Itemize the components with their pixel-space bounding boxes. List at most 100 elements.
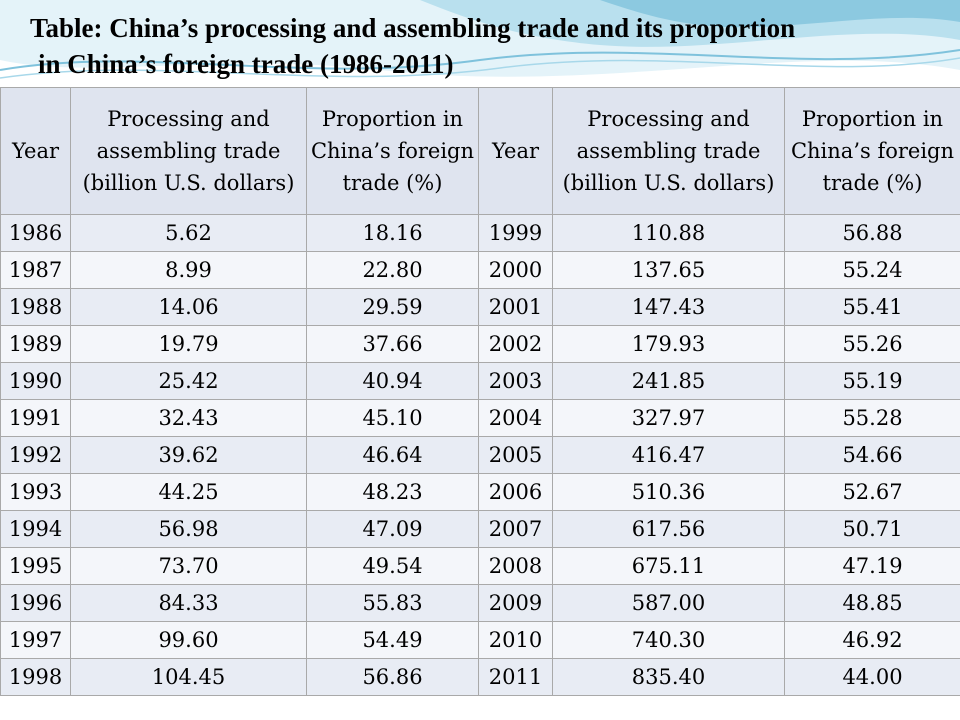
table-row: 1995 73.70 49.54 2008 675.11 47.19 [0,547,960,585]
table-cell: 29.59 [306,288,479,326]
table-cell: 44.00 [784,658,960,696]
header-row: Year Processing and assembling trade (bil… [0,87,960,215]
table-cell: 73.70 [70,547,307,585]
table-cell: 2001 [478,288,553,326]
table-cell: 835.40 [552,658,785,696]
table-row: 1989 19.79 37.66 2002 179.93 55.26 [0,325,960,363]
table-row: 1988 14.06 29.59 2001 147.43 55.41 [0,288,960,326]
table-cell: 1990 [0,362,71,400]
table-cell: 32.43 [70,399,307,437]
table-header: Year Processing and assembling trade (bil… [0,87,960,215]
table-row: 1993 44.25 48.23 2006 510.36 52.67 [0,473,960,511]
table-cell: 1987 [0,251,71,289]
table-row: 1994 56.98 47.09 2007 617.56 50.71 [0,510,960,548]
wave-shape-dark [600,0,960,28]
table-cell: 587.00 [552,584,785,622]
wave-stroke [0,49,960,71]
table-row: 1997 99.60 54.49 2010 740.30 46.92 [0,621,960,659]
table-cell: 241.85 [552,362,785,400]
trade-table: Year Processing and assembling trade (bil… [0,87,960,696]
table-cell: 1999 [478,214,553,252]
table-cell: 52.67 [784,473,960,511]
table-cell: 47.09 [306,510,479,548]
table-cell: 110.88 [552,214,785,252]
table-cell: 2006 [478,473,553,511]
column-header: Proportion in China’s foreign trade (%) [306,87,479,215]
wave-background [0,0,960,79]
table-cell: 50.71 [784,510,960,548]
table-cell: 2007 [478,510,553,548]
table-cell: 2005 [478,436,553,474]
table-cell: 2011 [478,658,553,696]
table-cell: 49.54 [306,547,479,585]
column-header: Year [478,87,553,215]
table-cell: 99.60 [70,621,307,659]
table-cell: 1996 [0,584,71,622]
table-cell: 104.45 [70,658,307,696]
table-cell: 5.62 [70,214,307,252]
table-cell: 675.11 [552,547,785,585]
table-cell: 416.47 [552,436,785,474]
table-row: 1986 5.62 18.16 1999 110.88 56.88 [0,214,960,252]
column-header: Year [0,87,71,215]
table-cell: 8.99 [70,251,307,289]
table-cell: 2000 [478,251,553,289]
table-row: 1996 84.33 55.83 2009 587.00 48.85 [0,584,960,622]
table-cell: 327.97 [552,399,785,437]
table-cell: 2009 [478,584,553,622]
table-cell: 55.28 [784,399,960,437]
table-cell: 179.93 [552,325,785,363]
table-cell: 1995 [0,547,71,585]
table-cell: 22.80 [306,251,479,289]
table-cell: 84.33 [70,584,307,622]
table-cell: 1998 [0,658,71,696]
table-cell: 46.92 [784,621,960,659]
wave-stroke-2 [0,57,960,79]
table-cell: 2008 [478,547,553,585]
table-cell: 1988 [0,288,71,326]
table-cell: 740.30 [552,621,785,659]
table-cell: 56.98 [70,510,307,548]
table-cell: 19.79 [70,325,307,363]
table-row: 1998 104.45 56.86 2011 835.40 44.00 [0,658,960,696]
column-header: Proportion in China’s foreign trade (%) [784,87,960,215]
table-body: 1986 5.62 18.16 1999 110.88 56.88 1987 8.99 22.8… [0,214,960,696]
table-cell: 47.19 [784,547,960,585]
table-cell: 2004 [478,399,553,437]
table-cell: 1991 [0,399,71,437]
table-cell: 1994 [0,510,71,548]
table-cell: 137.65 [552,251,785,289]
table-cell: 54.66 [784,436,960,474]
table-cell: 18.16 [306,214,479,252]
table-cell: 56.88 [784,214,960,252]
table-row: 1990 25.42 40.94 2003 241.85 55.19 [0,362,960,400]
table-cell: 39.62 [70,436,307,474]
table-cell: 48.23 [306,473,479,511]
table-row: 1992 39.62 46.64 2005 416.47 54.66 [0,436,960,474]
table-cell: 14.06 [70,288,307,326]
table-cell: 25.42 [70,362,307,400]
table-cell: 40.94 [306,362,479,400]
table-cell: 55.41 [784,288,960,326]
table-cell: 46.64 [306,436,479,474]
table-cell: 2003 [478,362,553,400]
table-cell: 1997 [0,621,71,659]
table-row: 1987 8.99 22.80 2000 137.65 55.24 [0,251,960,289]
table-cell: 37.66 [306,325,479,363]
table-cell: 1986 [0,214,71,252]
title-line-2: in China’s foreign trade (1986-2011) [38,49,454,79]
table-cell: 54.49 [306,621,479,659]
table-cell: 55.19 [784,362,960,400]
column-header: Processing and assembling trade (billion… [552,87,785,215]
table-cell: 147.43 [552,288,785,326]
title-line-1: Table: China’s processing and assembling… [30,13,796,43]
column-header: Processing and assembling trade (billion… [70,87,307,215]
table-cell: 55.83 [306,584,479,622]
table-row: 1991 32.43 45.10 2004 327.97 55.28 [0,399,960,437]
table-cell: 48.85 [784,584,960,622]
table-cell: 2010 [478,621,553,659]
table-cell: 1989 [0,325,71,363]
table-cell: 44.25 [70,473,307,511]
table-cell: 1993 [0,473,71,511]
